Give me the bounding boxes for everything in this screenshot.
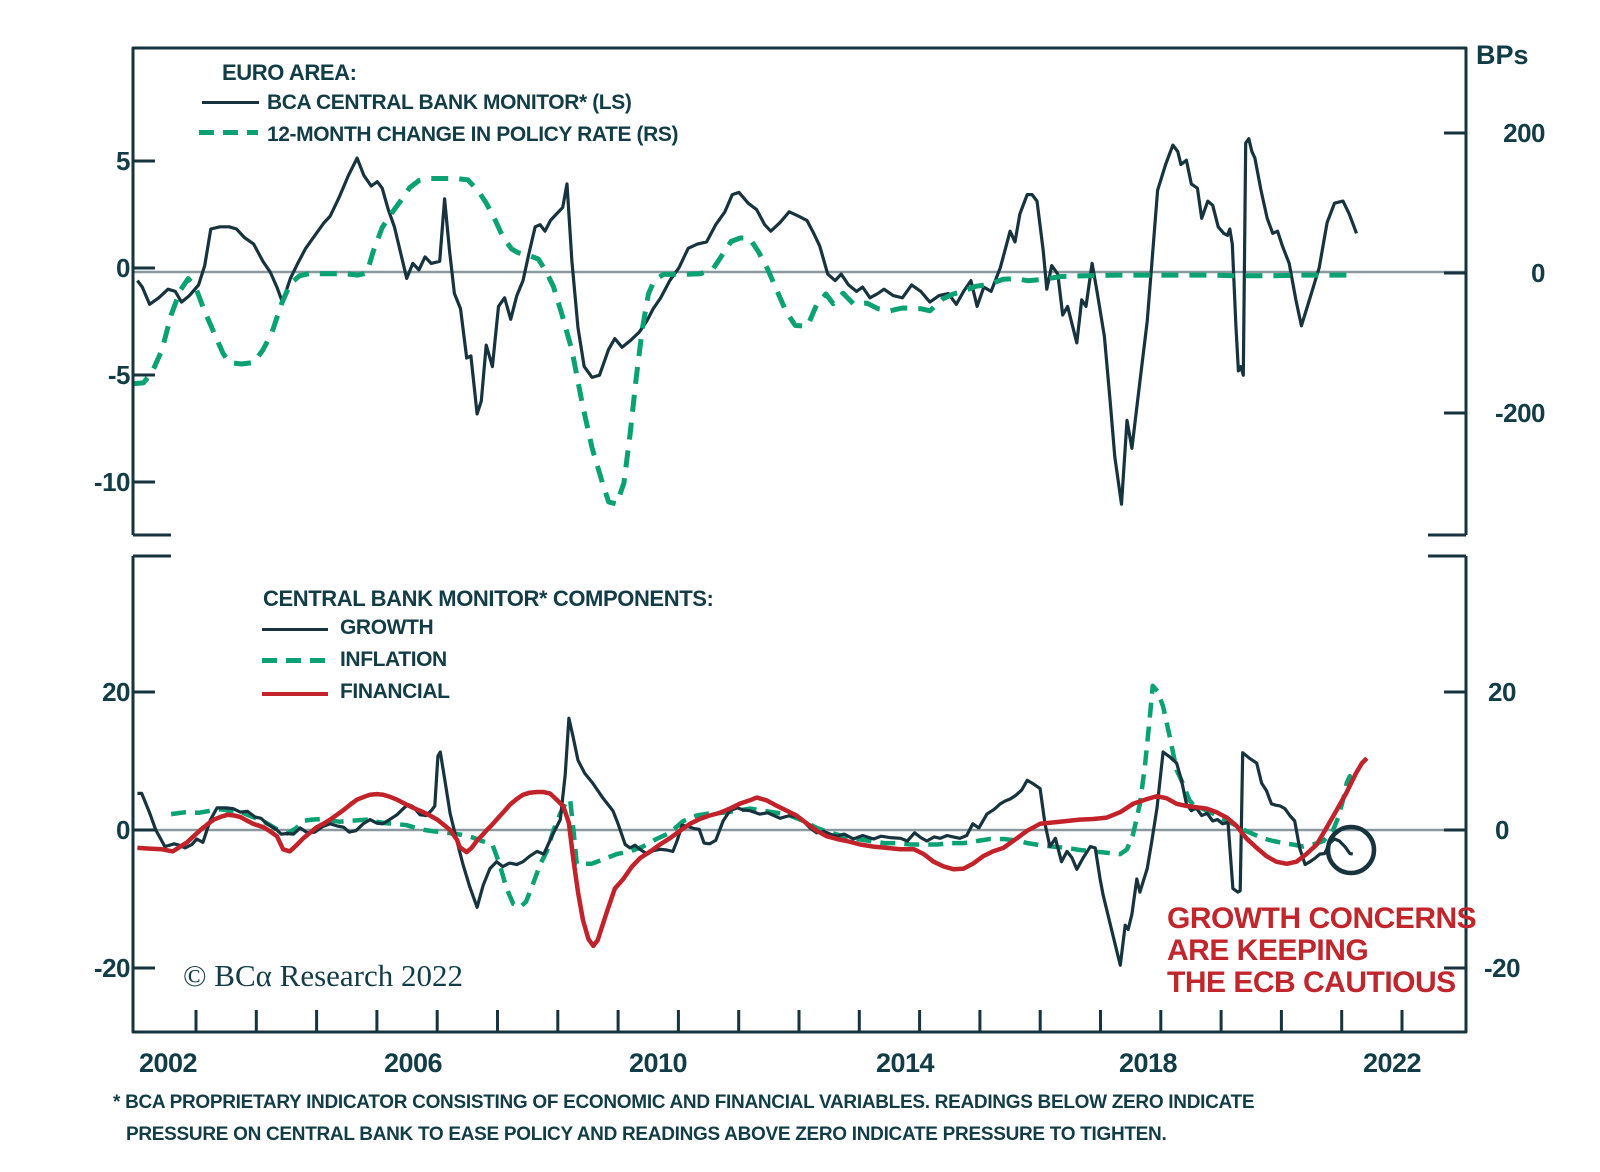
- annotation-text: GROWTH CONCERNS ARE KEEPING THE ECB CAUT…: [1167, 902, 1477, 999]
- axis-tick-label: 5: [116, 146, 130, 176]
- top-legend-policy-label: 12-MONTH CHANGE IN POLICY RATE (RS): [267, 123, 679, 146]
- footnote-line: PRESSURE ON CENTRAL BANK TO EASE POLICY …: [126, 1124, 1167, 1145]
- axis-tick-label: 20: [102, 677, 130, 707]
- axis-tick-label: 0: [1531, 258, 1545, 288]
- axis-tick-label: -20: [93, 953, 131, 983]
- top-legend-title: EURO AREA:: [222, 60, 357, 85]
- axis-tick-label: -5: [107, 360, 131, 390]
- bottom-legend-growth-label: GROWTH: [340, 616, 434, 639]
- annotation-line: GROWTH CONCERNS: [1167, 902, 1477, 935]
- y-axis-ticks: [133, 131, 1466, 970]
- policy-rate-line-path: [132, 176, 1356, 507]
- annotation-line: ARE KEEPING: [1167, 934, 1369, 967]
- bottom-legend-financial-label: FINANCIAL: [340, 680, 450, 703]
- x-year-label: 2002: [138, 1048, 198, 1078]
- policy-rate-dash-swatch: [199, 130, 258, 135]
- latest-point-circle-annotation: [1325, 824, 1377, 876]
- axis-tick-label: -200: [1494, 398, 1546, 428]
- x-year-label: 2006: [383, 1048, 443, 1078]
- footnote-line: * BCA PROPRIETARY INDICATOR CONSISTING O…: [113, 1092, 1255, 1113]
- growth-line-path: [137, 716, 1354, 967]
- monitor-line-swatch: [202, 101, 259, 104]
- financial-line-swatch: [262, 692, 328, 696]
- monitor-line-path: [136, 137, 1358, 506]
- bottom-legend-inflation-label: INFLATION: [340, 648, 447, 671]
- x-year-label: 2014: [875, 1048, 935, 1078]
- annotation-line: THE ECB CAUTIOUS: [1167, 966, 1456, 999]
- axis-tick-label: 0: [116, 815, 130, 845]
- axis-tick-label: 0: [1495, 815, 1509, 845]
- top-legend-monitor-label: BCA CENTRAL BANK MONITOR* (LS): [267, 91, 632, 114]
- axis-tick-label: 20: [1488, 677, 1516, 707]
- top-panel-border: [131, 46, 1468, 535]
- x-year-label: 2022: [1362, 1048, 1422, 1078]
- right-axis-unit-label: BPs: [1476, 40, 1529, 70]
- axis-tick-label: -10: [93, 467, 131, 497]
- axis-tick-label: 200: [1503, 118, 1545, 148]
- x-axis-ticks: [194, 1010, 1404, 1032]
- axis-tick-label: -20: [1483, 953, 1521, 983]
- bottom-legend-title: CENTRAL BANK MONITOR* COMPONENTS:: [263, 586, 714, 611]
- x-year-label: 2010: [628, 1048, 688, 1078]
- x-year-label: 2018: [1118, 1048, 1178, 1078]
- growth-line-swatch: [262, 628, 328, 631]
- axis-tick-label: 0: [116, 253, 130, 283]
- copyright-notice: © BCα Research 2022: [183, 958, 463, 993]
- inflation-line-path: [170, 683, 1355, 910]
- financial-line-path: [137, 756, 1369, 949]
- inflation-dash-swatch: [262, 658, 328, 663]
